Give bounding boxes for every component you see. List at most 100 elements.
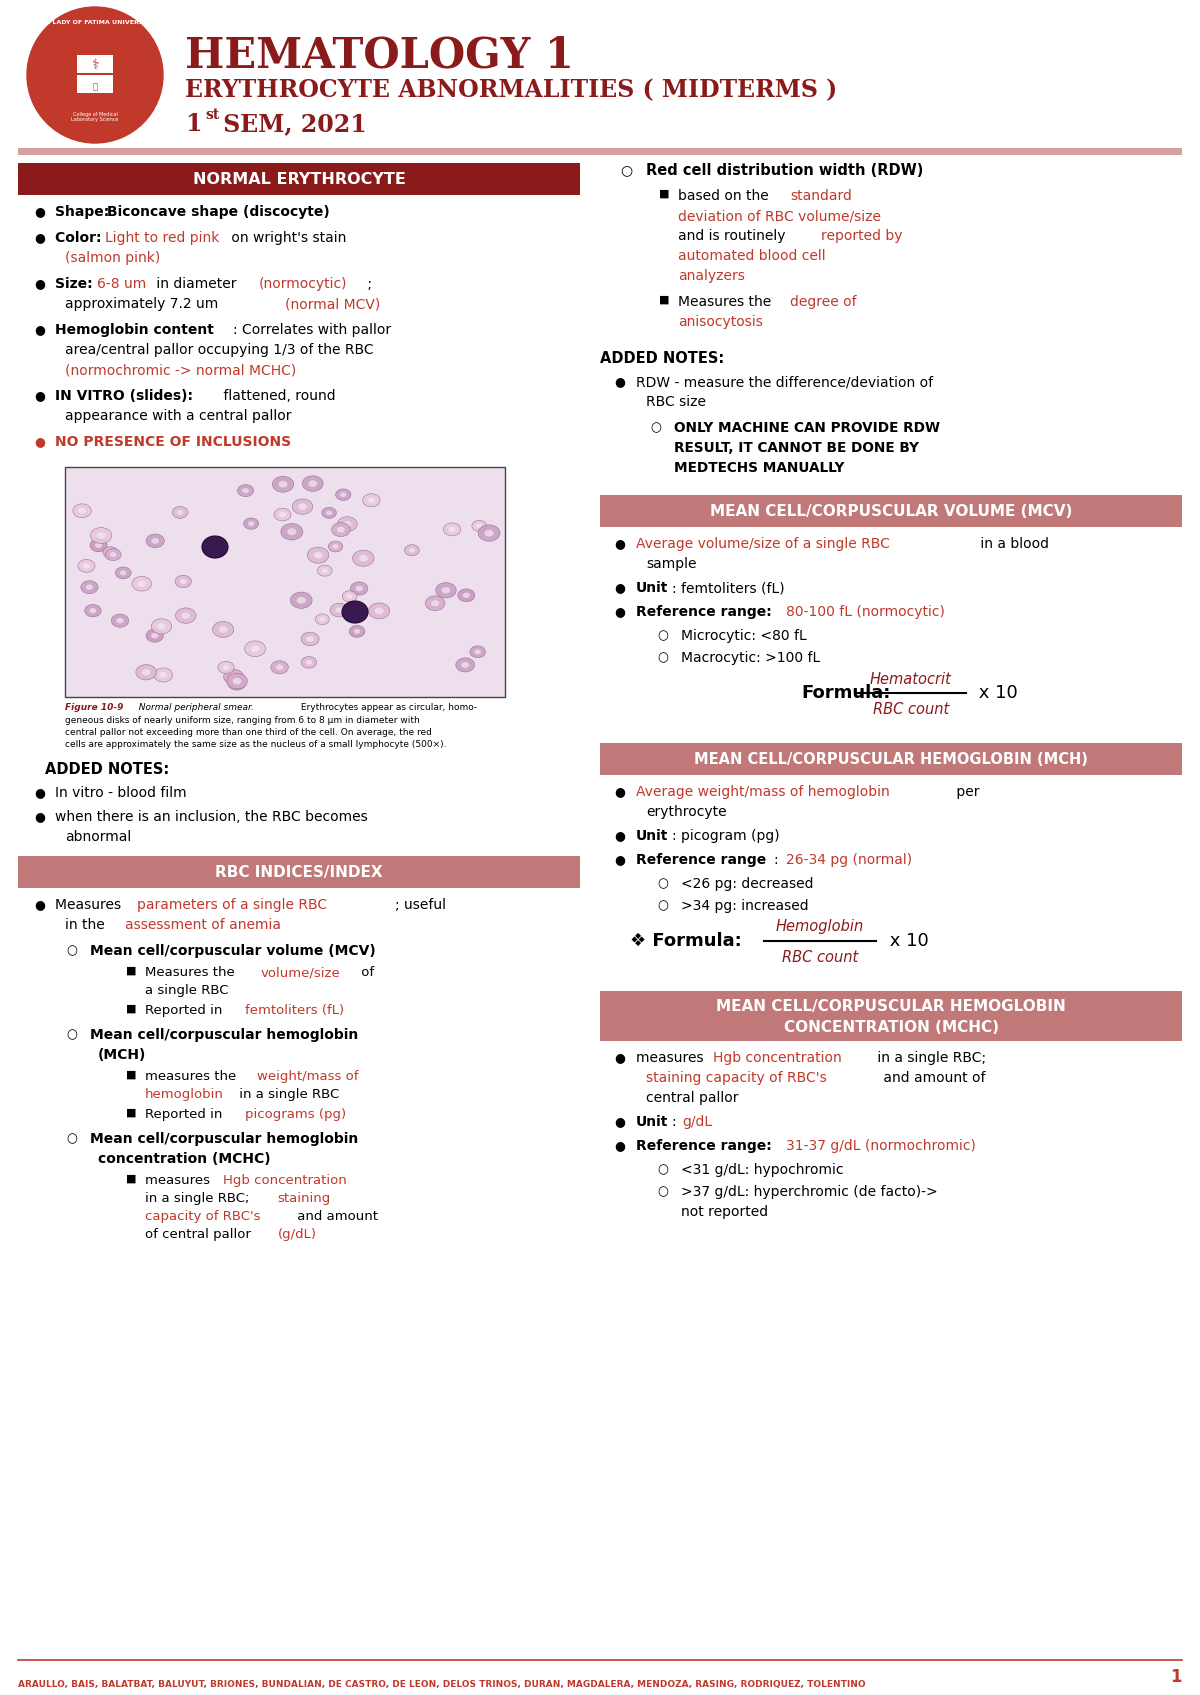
Ellipse shape — [308, 480, 317, 486]
Text: Measures the: Measures the — [678, 295, 775, 308]
Text: Measures the: Measures the — [145, 966, 239, 980]
Ellipse shape — [229, 673, 238, 680]
Text: analyzers: analyzers — [678, 270, 745, 283]
Ellipse shape — [136, 664, 156, 680]
Text: ■: ■ — [126, 1070, 137, 1080]
Ellipse shape — [425, 597, 445, 610]
Text: Shape:: Shape: — [55, 205, 114, 219]
Ellipse shape — [278, 481, 288, 488]
Ellipse shape — [83, 563, 90, 568]
Ellipse shape — [157, 624, 166, 629]
Text: parameters of a single RBC: parameters of a single RBC — [137, 898, 328, 912]
Ellipse shape — [355, 586, 362, 592]
Text: ●: ● — [614, 1115, 625, 1127]
Ellipse shape — [132, 576, 151, 592]
Ellipse shape — [80, 581, 98, 593]
Ellipse shape — [78, 559, 95, 573]
Ellipse shape — [457, 588, 475, 602]
Text: ●: ● — [35, 786, 46, 798]
Ellipse shape — [90, 527, 112, 544]
Text: Macrocytic: >100 fL: Macrocytic: >100 fL — [682, 651, 821, 664]
Text: ; useful: ; useful — [395, 898, 446, 912]
Text: geneous disks of nearly uniform size, ranging from 6 to 8 µm in diameter with: geneous disks of nearly uniform size, ra… — [65, 715, 420, 725]
Text: Reference range:: Reference range: — [636, 1139, 776, 1153]
Ellipse shape — [290, 592, 312, 609]
FancyBboxPatch shape — [18, 147, 1182, 154]
Ellipse shape — [151, 619, 172, 634]
Ellipse shape — [461, 663, 469, 668]
Text: ■: ■ — [126, 1003, 137, 1014]
Text: 1: 1 — [1170, 1668, 1182, 1687]
Text: Color:: Color: — [55, 231, 107, 246]
Text: : picogram (pg): : picogram (pg) — [672, 829, 780, 842]
Text: In vitro - blood film: In vitro - blood film — [55, 786, 187, 800]
Text: RBC INDICES/INDEX: RBC INDICES/INDEX — [215, 864, 383, 880]
Text: MEAN CELL/CORPUSCULAR HEMOGLOBIN: MEAN CELL/CORPUSCULAR HEMOGLOBIN — [716, 1000, 1066, 1015]
Text: area/central pallor occupying 1/3 of the RBC: area/central pallor occupying 1/3 of the… — [65, 342, 373, 358]
Ellipse shape — [367, 498, 376, 503]
Ellipse shape — [470, 646, 486, 658]
Ellipse shape — [227, 673, 247, 688]
Ellipse shape — [337, 517, 358, 532]
Ellipse shape — [472, 520, 487, 532]
Text: in the: in the — [65, 919, 109, 932]
FancyBboxPatch shape — [600, 495, 1182, 527]
Text: flattened, round: flattened, round — [220, 388, 336, 403]
Text: st: st — [205, 108, 220, 122]
Ellipse shape — [306, 636, 314, 642]
Ellipse shape — [251, 646, 259, 653]
Text: ●: ● — [35, 898, 46, 910]
Ellipse shape — [299, 503, 307, 510]
Text: ●: ● — [35, 276, 46, 290]
Text: capacity of RBC's: capacity of RBC's — [145, 1210, 260, 1224]
Text: central pallor: central pallor — [646, 1092, 738, 1105]
Text: assessment of anemia: assessment of anemia — [125, 919, 281, 932]
Text: RDW - measure the difference/deviation of: RDW - measure the difference/deviation o… — [636, 375, 934, 388]
Text: concentration (MCHC): concentration (MCHC) — [98, 1153, 271, 1166]
Ellipse shape — [233, 678, 241, 685]
Text: in a single RBC: in a single RBC — [235, 1088, 340, 1102]
Text: ■: ■ — [659, 295, 670, 305]
Ellipse shape — [326, 510, 332, 515]
Text: 🔱: 🔱 — [92, 83, 97, 92]
Ellipse shape — [223, 670, 244, 685]
Ellipse shape — [151, 632, 158, 639]
Text: and amount of: and amount of — [878, 1071, 985, 1085]
Text: Hematocrit: Hematocrit — [870, 671, 952, 686]
Ellipse shape — [233, 681, 240, 686]
Text: of: of — [358, 966, 374, 980]
Ellipse shape — [173, 507, 188, 519]
Text: ●: ● — [35, 324, 46, 336]
Text: Unit: Unit — [636, 829, 668, 842]
Ellipse shape — [313, 553, 323, 559]
Ellipse shape — [244, 519, 259, 529]
Text: erythrocyte: erythrocyte — [646, 805, 727, 819]
FancyBboxPatch shape — [65, 468, 505, 697]
Ellipse shape — [302, 476, 323, 492]
Text: :: : — [672, 1115, 682, 1129]
Text: College of Medical
Laboratory Science: College of Medical Laboratory Science — [71, 112, 119, 122]
Text: on wright's stain: on wright's stain — [227, 231, 347, 246]
Text: ○: ○ — [658, 876, 668, 890]
Text: appearance with a central pallor: appearance with a central pallor — [65, 408, 292, 424]
Ellipse shape — [180, 578, 187, 585]
Text: ○: ○ — [658, 898, 668, 912]
Text: (normocytic): (normocytic) — [259, 276, 348, 292]
Text: IN VITRO (slides):: IN VITRO (slides): — [55, 388, 193, 403]
Text: <26 pg: decreased: <26 pg: decreased — [682, 876, 814, 892]
Ellipse shape — [245, 641, 265, 656]
Text: RBC size: RBC size — [646, 395, 706, 408]
Ellipse shape — [271, 661, 288, 675]
Ellipse shape — [336, 607, 343, 614]
Text: MEDTECHS MANUALLY: MEDTECHS MANUALLY — [674, 461, 845, 475]
Ellipse shape — [354, 629, 360, 634]
Text: MEAN CELL/CORPUSCULAR HEMOGLOBIN (MCH): MEAN CELL/CORPUSCULAR HEMOGLOBIN (MCH) — [694, 751, 1088, 766]
Text: (normochromic -> normal MCHC): (normochromic -> normal MCHC) — [65, 363, 296, 376]
Ellipse shape — [350, 581, 368, 595]
Ellipse shape — [106, 549, 121, 561]
FancyBboxPatch shape — [18, 856, 580, 888]
Text: femtoliters (fL): femtoliters (fL) — [245, 1003, 344, 1017]
Text: NO PRESENCE OF INCLUSIONS: NO PRESENCE OF INCLUSIONS — [55, 436, 292, 449]
Text: Measures: Measures — [55, 898, 126, 912]
Ellipse shape — [374, 607, 384, 614]
